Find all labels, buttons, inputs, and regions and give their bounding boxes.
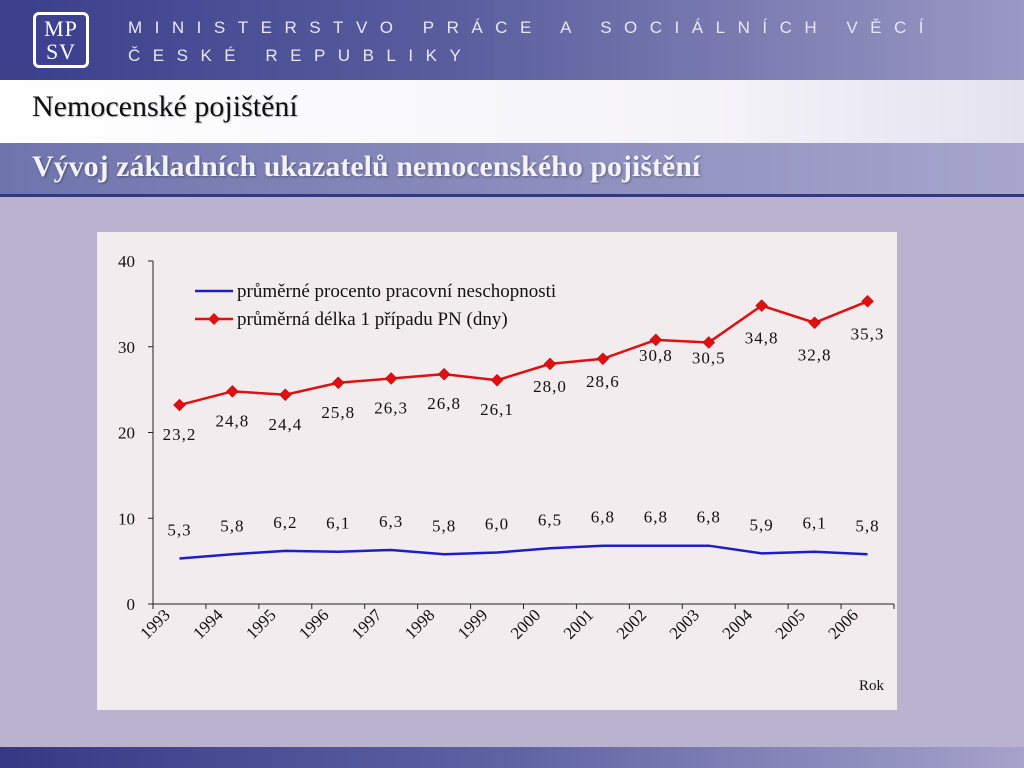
x-tick-label: 1997: [348, 605, 386, 643]
data-label: 6,8: [697, 508, 721, 527]
x-tick-label: 1998: [401, 605, 438, 642]
data-label: 30,5: [692, 348, 726, 367]
x-tick-label: 2004: [719, 605, 757, 643]
series-line-2: [179, 300, 869, 407]
data-point-marker: [596, 352, 610, 366]
data-label: 5,8: [432, 516, 456, 535]
y-tick-label: 20: [118, 424, 135, 443]
data-point-marker: [702, 336, 716, 349]
x-tick-label: 1999: [454, 605, 491, 642]
ministry-name-line1: MINISTERSTVO PRÁCE A SOCIÁLNÍCH VĚCÍ: [128, 18, 937, 37]
x-tick-label: 1993: [136, 605, 173, 642]
page-title: Nemocenské pojištění: [32, 90, 298, 123]
y-tick-label: 40: [118, 252, 135, 271]
data-label: 32,8: [798, 346, 832, 365]
mpsv-logo: MP SV: [33, 12, 89, 68]
legend-marker-2: [208, 313, 220, 325]
data-point-marker: [808, 316, 821, 330]
data-label: 6,1: [802, 514, 826, 533]
data-point-marker: [173, 398, 186, 412]
data-label: 26,8: [427, 394, 461, 413]
x-tick-label: 2005: [772, 605, 809, 642]
x-tick-label: 1995: [242, 605, 279, 642]
x-axis-label: Rok: [859, 678, 885, 694]
data-label: 24,8: [216, 411, 250, 430]
data-point-marker: [490, 373, 504, 387]
x-tick-label: 2006: [824, 605, 861, 642]
data-point-marker: [543, 357, 557, 371]
data-point-marker: [384, 372, 398, 385]
data-label: 5,3: [167, 521, 191, 540]
data-label: 6,3: [379, 512, 403, 531]
x-tick-label: 1994: [189, 605, 227, 643]
x-tick-label: 2002: [613, 605, 650, 642]
data-label: 5,8: [855, 516, 879, 535]
data-label: 6,8: [591, 508, 615, 527]
data-point-marker: [861, 294, 874, 308]
footer-bar: [0, 747, 1024, 768]
data-label: 26,1: [480, 400, 514, 419]
data-label: 6,0: [485, 515, 509, 534]
legend-label-1: průměrné procento pracovní neschopnosti: [237, 281, 556, 302]
data-point-marker: [331, 376, 345, 390]
logo-text-top: MP: [44, 16, 78, 41]
data-label: 6,8: [644, 508, 668, 527]
line-chart: 0 10 20 30 40 1993 1994 1995 1996 1997 1998 1999 200…: [118, 252, 895, 694]
page-subtitle: Vývoj základních ukazatelů nemocenského …: [32, 150, 701, 183]
data-label: 5,9: [750, 515, 774, 534]
logo-text-bottom: SV: [45, 39, 77, 64]
data-label: 26,3: [374, 398, 408, 417]
series-line-1: [179, 544, 868, 560]
x-tick-label: 2001: [560, 605, 597, 642]
data-label: 35,3: [851, 324, 885, 343]
subtitle-bar: [0, 143, 1024, 197]
header-bar: [0, 0, 1024, 80]
data-label: 5,8: [220, 516, 244, 535]
x-tick-label: 2003: [666, 605, 703, 642]
data-label: 30,8: [639, 346, 673, 365]
data-label: 25,8: [321, 403, 355, 422]
data-label: 6,1: [326, 514, 350, 533]
data-label: 34,8: [745, 329, 779, 348]
data-label: 28,0: [533, 377, 567, 396]
data-point-marker: [437, 367, 451, 381]
data-point-marker: [226, 384, 239, 398]
data-point-marker: [755, 299, 769, 312]
y-tick-label: 0: [127, 595, 136, 614]
y-tick-label: 30: [118, 338, 135, 357]
data-point-marker: [649, 333, 663, 347]
y-tick-label: 10: [118, 509, 135, 528]
x-tick-label: 1996: [295, 605, 332, 642]
ministry-name-line2: ČESKÉ REPUBLIKY: [128, 46, 474, 65]
x-tick-label: 2000: [507, 605, 544, 642]
title-bar: [0, 80, 1024, 143]
data-label: 23,2: [163, 425, 197, 444]
legend-label-2: průměrná délka 1 případu PN (dny): [237, 309, 508, 330]
data-label: 28,6: [586, 372, 620, 391]
data-label: 24,4: [268, 415, 302, 434]
data-label: 6,5: [538, 510, 562, 529]
chart-panel: 0 10 20 30 40 1993 1994 1995 1996 1997 1998 1999 200…: [97, 232, 897, 710]
data-label: 6,2: [273, 513, 297, 532]
data-point-marker: [278, 388, 292, 402]
